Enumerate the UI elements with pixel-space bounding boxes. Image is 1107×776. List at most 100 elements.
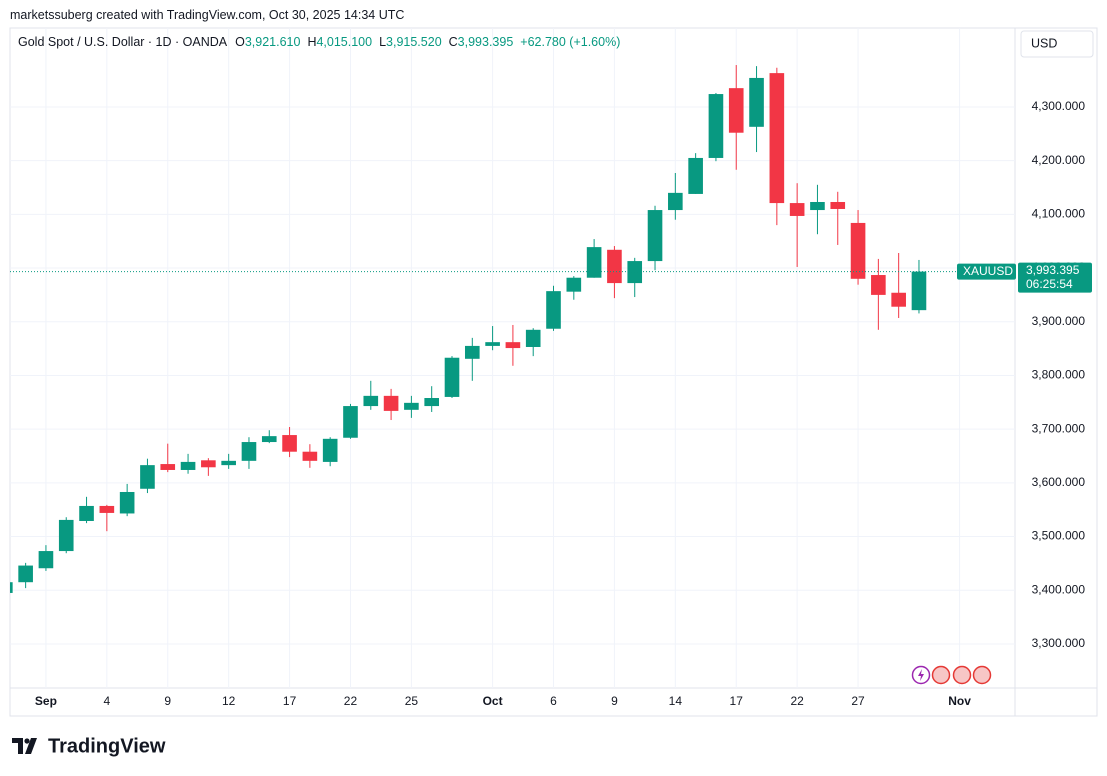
y-tick-label: 3,300.000 [1032, 636, 1086, 650]
candle-body [789, 203, 805, 216]
candle-body [38, 551, 54, 569]
candle-body [58, 519, 74, 552]
legend-value: 4,015.100 [316, 35, 372, 49]
countdown-label: 06:25:54 [1026, 277, 1073, 291]
candle-body [302, 451, 318, 461]
candle-body [363, 395, 379, 407]
x-tick-label: Nov [948, 694, 971, 708]
candle-body [749, 77, 764, 127]
legend: Gold Spot / U.S. Dollar · 1D · OANDA O3,9… [18, 35, 620, 49]
brand-logo [12, 738, 37, 754]
candle-body [383, 395, 399, 411]
y-tick-label: 4,100.000 [1032, 207, 1086, 221]
candle-body [546, 291, 561, 329]
x-tick-label: 17 [283, 694, 297, 708]
x-tick-label: 25 [405, 694, 419, 708]
y-tick-label: 4,300.000 [1032, 99, 1086, 113]
candle-body [708, 94, 724, 158]
candle-body [221, 460, 236, 466]
x-tick-label: 12 [222, 694, 236, 708]
event-icons [911, 665, 992, 685]
y-tick-label: 3,800.000 [1032, 368, 1086, 382]
candle-body [424, 398, 440, 407]
legend-value: 3,993.395 [458, 35, 514, 49]
y-tick-label: 3,900.000 [1032, 314, 1086, 328]
legend-key: L [379, 35, 386, 49]
event-icon-glyph [918, 669, 924, 681]
candle-body [891, 292, 906, 307]
legend-change: +62.780 (+1.60%) [520, 35, 620, 49]
candle-body [688, 157, 703, 194]
candle-body [485, 342, 500, 346]
candle-body [769, 73, 785, 204]
brand-name: TradingView [48, 735, 166, 757]
logo-glyph [24, 738, 30, 744]
candle-body [180, 461, 196, 470]
currency-button[interactable] [1020, 30, 1094, 58]
y-tick-label: 3,500.000 [1032, 529, 1086, 543]
candle-body [343, 406, 358, 438]
candle-body [830, 201, 846, 209]
candle-body [810, 201, 825, 211]
x-tick-label: 4 [104, 694, 111, 708]
candle-body [160, 464, 176, 470]
candle-body [241, 442, 257, 461]
legend-key: H [307, 35, 316, 49]
candle-body [99, 505, 115, 513]
x-tick-label: Oct [483, 694, 503, 708]
legend-title: Gold Spot / U.S. Dollar · 1D · OANDA [18, 35, 228, 49]
candle-body [668, 192, 683, 211]
x-tick-label: Sep [35, 694, 57, 708]
x-tick-label: 14 [669, 694, 683, 708]
grid [10, 28, 1015, 688]
candle-body [525, 329, 541, 347]
candle-body [911, 271, 927, 311]
candle-body [140, 465, 155, 489]
symbol-label: XAUUSD [963, 264, 1013, 278]
event-icon[interactable] [931, 665, 951, 685]
candle-body [404, 402, 419, 410]
candle-body [322, 438, 338, 462]
candle-body [261, 436, 277, 443]
candle-body [586, 247, 602, 278]
currency-label: USD [1031, 36, 1057, 50]
legend-value: 3,921.610 [245, 35, 301, 49]
x-tick-label: 9 [164, 694, 171, 708]
event-icon[interactable] [972, 665, 992, 685]
y-tick-label: 3,700.000 [1032, 421, 1086, 435]
candle-body [282, 435, 297, 452]
candle-body [79, 505, 94, 521]
candle-body [10, 582, 13, 593]
logo-glyph [25, 738, 37, 754]
candle-body [728, 88, 744, 133]
price-label: 3,993.395 [1026, 263, 1080, 277]
candle-body [201, 460, 216, 468]
x-tick-label: 17 [730, 694, 744, 708]
legend-key: C [449, 35, 458, 49]
y-tick-label: 4,200.000 [1032, 153, 1086, 167]
y-tick-label: 3,400.000 [1032, 582, 1086, 596]
axes: 3,300.000 3,400.000 3,500.000 3,600.000 3,70… [10, 99, 1092, 708]
y-tick-label: 3,600.000 [1032, 475, 1086, 489]
x-tick-label: 22 [790, 694, 804, 708]
x-tick-label: 22 [344, 694, 358, 708]
legend-key: O [235, 35, 245, 49]
event-icon[interactable] [952, 665, 972, 685]
candle-body [871, 275, 886, 295]
candle-body [464, 345, 480, 359]
candle-body [850, 222, 866, 279]
candle-body [647, 210, 663, 262]
header: marketssuberg created with TradingView.c… [10, 8, 405, 22]
candle-body [119, 491, 135, 514]
candle-body [566, 277, 582, 292]
candle-body [607, 249, 622, 284]
logo-glyph [12, 738, 23, 754]
candle-body [18, 565, 33, 583]
price-tag [1018, 262, 1092, 293]
x-tick-label: 6 [550, 694, 557, 708]
x-tick-label: 9 [611, 694, 618, 708]
symbol-tag [957, 263, 1016, 280]
candles [10, 65, 927, 593]
